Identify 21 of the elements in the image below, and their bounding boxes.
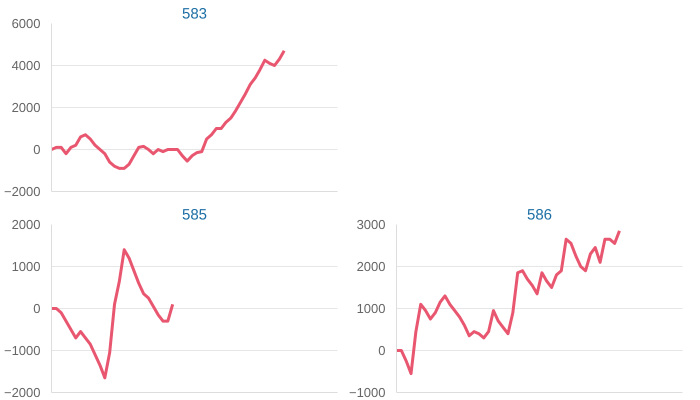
y-tick-label: −2000: [4, 385, 41, 400]
y-tick-label: 0: [33, 301, 41, 316]
y-tick-label: −2000: [4, 184, 41, 199]
chart-title: 586: [526, 206, 552, 224]
line-series: [52, 49, 286, 170]
y-tick-label: 0: [33, 142, 41, 157]
y-tick-label: 1000: [12, 259, 40, 274]
y-tick-label: 1000: [356, 301, 386, 316]
chart-title: 583: [182, 6, 208, 22]
y-tick-label: 4000: [12, 58, 40, 73]
y-tick-label: 2000: [12, 100, 40, 115]
y-tick-label: 0: [378, 343, 386, 358]
y-tick-label: 2000: [356, 259, 386, 274]
y-tick-label: −1000: [348, 385, 386, 400]
line-series: [396, 229, 621, 376]
y-tick-label: 6000: [12, 16, 40, 31]
line-series: [52, 248, 174, 380]
chart-title: 585: [182, 206, 208, 224]
y-tick-label: −1000: [4, 343, 41, 358]
y-tick-label: 2000: [12, 217, 40, 232]
y-tick-label: 3000: [356, 217, 386, 232]
